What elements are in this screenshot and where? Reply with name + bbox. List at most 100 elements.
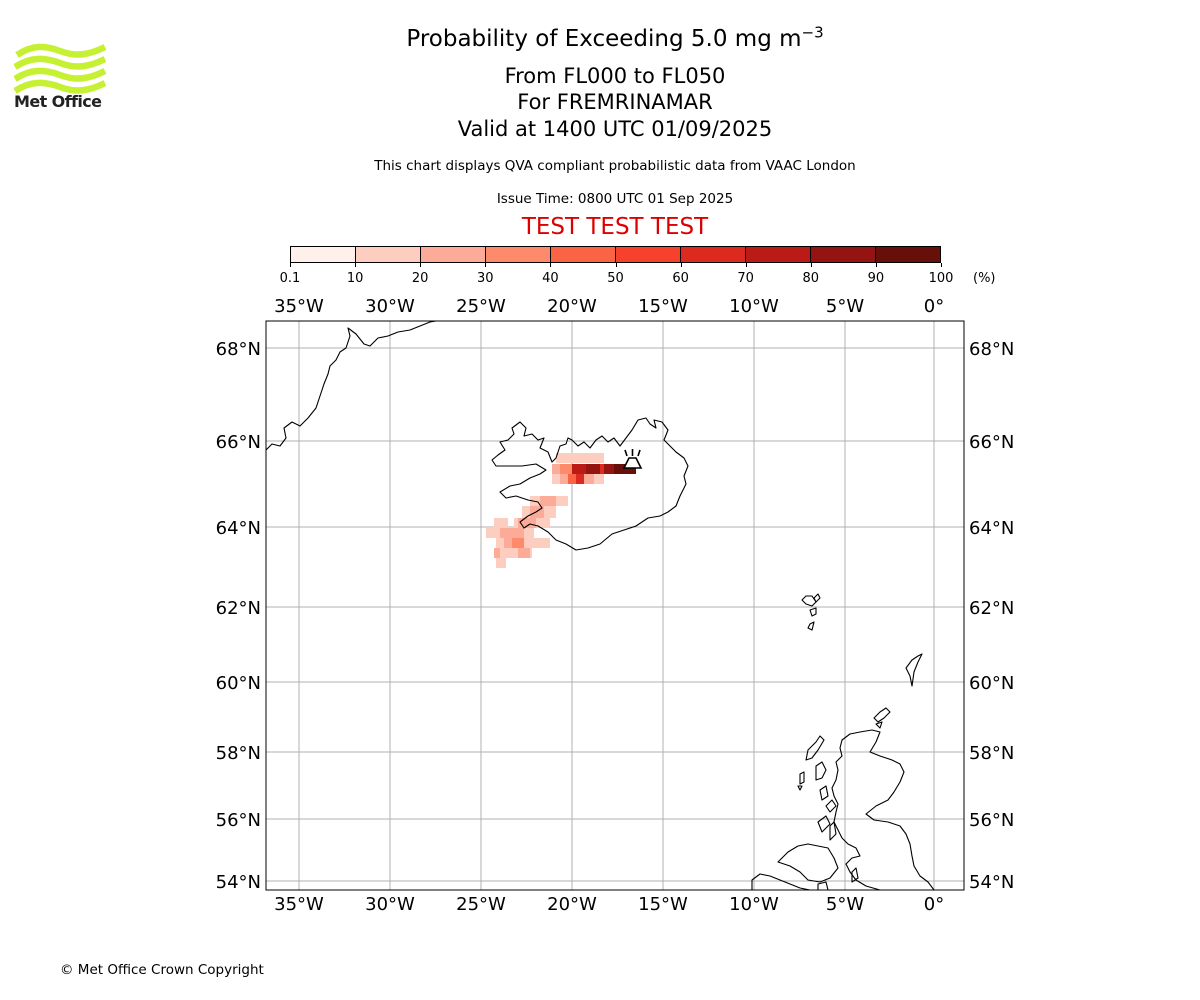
lon-label-top: 5°W	[826, 296, 864, 317]
ash-cell	[494, 548, 500, 558]
scotland-coast	[831, 729, 935, 891]
ash-cell	[540, 496, 556, 506]
iceland-coast	[491, 417, 689, 551]
inner-isles-coast	[817, 799, 837, 841]
ash-cell	[594, 474, 604, 484]
ash-cell	[500, 528, 524, 538]
colorbar-swatch	[680, 247, 745, 262]
colorbar-tick-mark	[941, 263, 942, 267]
lat-label-right: 58°N	[969, 743, 1014, 764]
colorbar-tick-label: 30	[477, 271, 494, 286]
colorbar-swatch	[875, 247, 940, 262]
colorbar-tick-mark	[745, 263, 747, 267]
ash-probability-field	[486, 453, 636, 568]
lat-label-right: 62°N	[969, 598, 1014, 619]
chart-title: Probability of Exceeding 5.0 mg m−3	[0, 25, 1200, 52]
ash-cell	[518, 518, 536, 528]
ash-cell	[552, 464, 560, 474]
isle-of-man-coast	[817, 881, 829, 891]
ash-cell	[620, 464, 636, 474]
lon-label-bottom: 15°W	[638, 894, 688, 915]
colorbar-tick-mark	[485, 263, 487, 267]
colorbar-unit: (%)	[973, 271, 996, 286]
lat-label-right: 66°N	[969, 432, 1014, 453]
colorbar-tick-label: 20	[411, 271, 429, 286]
lon-label-top: 0°	[924, 296, 944, 317]
lat-label-right: 60°N	[969, 673, 1014, 694]
ash-cell	[556, 453, 604, 463]
ash-cell	[604, 464, 614, 474]
ash-cell	[584, 474, 594, 484]
ash-cell	[576, 474, 584, 484]
colorbar-swatch	[745, 247, 810, 262]
area-subtitle: For FREMRINAMAR	[517, 90, 713, 114]
ash-cell	[560, 464, 572, 474]
lon-label-bottom: 10°W	[729, 894, 779, 915]
lat-label-left: 60°N	[216, 673, 261, 694]
colorbar-tick-label: 10	[346, 271, 364, 286]
coastlines	[265, 320, 935, 891]
lon-label-top: 35°W	[274, 296, 324, 317]
lon-label-bottom: 35°W	[274, 894, 324, 915]
faroe-coast	[801, 593, 821, 631]
colorbar-swatch	[485, 247, 550, 262]
lat-label-left: 62°N	[216, 598, 261, 619]
shetland-coast	[905, 653, 923, 687]
ireland-coast	[751, 843, 839, 891]
ash-cell	[568, 474, 576, 484]
colorbar-tick-mark	[680, 263, 682, 267]
lon-label-top: 30°W	[365, 296, 415, 317]
valid-time-subtitle: Valid at 1400 UTC 01/09/2025	[457, 117, 773, 141]
colorbar-tick-mark	[550, 263, 552, 267]
orkney-coast	[873, 707, 891, 729]
lon-label-top: 15°W	[638, 296, 688, 317]
map-frame	[265, 320, 965, 891]
lon-label-bottom: 5°W	[826, 894, 864, 915]
ash-cell	[552, 474, 560, 484]
ash-cell	[494, 518, 508, 528]
lon-label-bottom: 30°W	[365, 894, 415, 915]
title-text: Probability of Exceeding 5.0 mg m	[406, 26, 802, 52]
lat-label-left: 54°N	[216, 872, 261, 893]
lon-label-top: 20°W	[547, 296, 597, 317]
ash-cell	[614, 464, 620, 474]
hebrides-coast	[797, 735, 829, 801]
chart-description: This chart displays QVA compliant probab…	[374, 158, 856, 174]
ash-cell	[600, 464, 604, 474]
lon-label-bottom: 25°W	[456, 894, 506, 915]
greenland-coast	[265, 320, 437, 451]
ash-cell	[518, 548, 530, 558]
colorbar-swatch	[810, 247, 875, 262]
colorbar-tick-label: 90	[867, 271, 885, 286]
colorbar-tick-label: 40	[542, 271, 559, 286]
colorbar-tick-mark	[810, 263, 812, 267]
lat-label-right: 68°N	[969, 339, 1014, 360]
probability-colorbar	[290, 246, 941, 263]
flight-level-subtitle: From FL000 to FL050	[504, 64, 726, 88]
graticule	[266, 321, 964, 890]
colorbar-tick-label: 70	[737, 271, 754, 286]
lat-label-left: 64°N	[216, 518, 261, 539]
lat-label-left: 56°N	[216, 810, 261, 831]
lon-label-bottom: 0°	[924, 894, 944, 915]
lat-label-right: 64°N	[969, 518, 1014, 539]
arran-coast	[851, 867, 859, 883]
colorbar-swatch	[291, 247, 355, 262]
axis-labels: 35°W 35°W 30°W 30°W 25°W 25°W 20°W 20°W 15°W 15°W…	[216, 296, 1015, 915]
colorbar-swatch	[355, 247, 420, 262]
ash-cell	[512, 538, 524, 548]
test-banner: TEST TEST TEST	[521, 214, 709, 240]
ash-cell	[494, 548, 532, 558]
met-office-logo	[14, 43, 106, 94]
lon-label-top: 25°W	[456, 296, 506, 317]
lat-label-right: 54°N	[969, 872, 1014, 893]
ash-cell	[560, 474, 568, 484]
colorbar-tick-label: 0.1	[279, 271, 301, 286]
lat-label-left: 66°N	[216, 432, 261, 453]
volcano-icon	[622, 449, 643, 469]
lat-label-left: 58°N	[216, 743, 261, 764]
colorbar-tick-mark	[290, 263, 291, 267]
colorbar-tick-mark	[420, 263, 422, 267]
ash-cell	[586, 464, 600, 474]
